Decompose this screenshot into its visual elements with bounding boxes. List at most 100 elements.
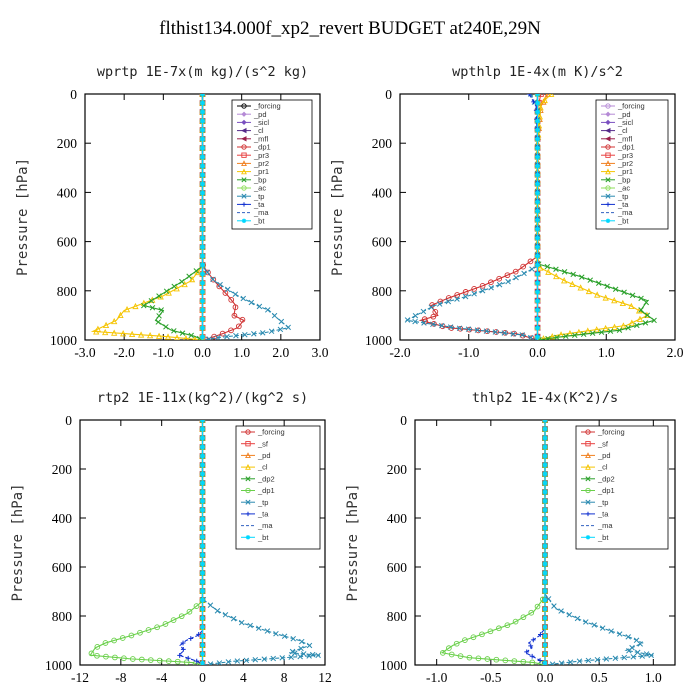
legend-marker [605,103,611,109]
data-point [446,645,452,651]
data-point [240,295,247,302]
legend-item-ta: _ta [601,200,629,209]
data-point [535,316,540,322]
data-point [102,328,109,336]
y-tick-label: 800 [52,609,73,624]
data-point [279,655,285,661]
data-point [535,154,540,160]
data-point [638,295,644,302]
y-tick-label: 600 [52,560,73,575]
data-point [188,275,196,283]
data-point [200,94,205,97]
legend-item-bt: _bt [601,216,629,225]
data-point [511,658,518,664]
data-point [445,298,452,305]
data-point [528,609,535,616]
legend-label: _pr2 [253,159,269,168]
data-point [541,96,548,104]
data-point [471,291,477,297]
legend-label: _pd [257,451,271,460]
data-point [512,268,519,275]
data-point [235,323,242,330]
legend-marker [245,429,251,435]
data-point [129,656,136,662]
legend: _forcing _sf _pd _cl _dp2 _dp1 _tp _ta _ma _bt [235,425,321,550]
x-tick-label: -2.0 [113,345,135,360]
data-point [200,199,205,205]
data-point [636,315,644,322]
legend-label: _pd [597,451,611,460]
data-point [298,645,304,652]
data-point [200,498,205,504]
data-point [504,272,511,279]
data-point [542,489,548,495]
data-point [141,302,147,309]
data-point [440,650,446,656]
data-point [587,277,594,283]
legend-item-pd: _pd [237,110,267,119]
data-point [620,322,627,329]
data-point [243,657,250,664]
legend-item-ac: _ac [237,184,266,193]
data-point [488,279,494,286]
data-point [200,253,205,259]
legend-marker [241,193,247,199]
legend-marker [605,185,611,191]
x-tick-label: -0.5 [480,670,502,685]
legend-marker [585,487,591,494]
legend-label: _dp1 [257,486,275,495]
data-point [205,269,211,276]
y-tick-label: 200 [57,136,78,151]
data-point [510,331,517,337]
legend-marker [241,177,247,183]
legend-item-dp1: _dp1 [581,486,615,495]
data-point [200,163,205,169]
data-point [264,307,271,313]
y-tick-label: 1000 [45,658,72,673]
x-tick-label: 0.0 [529,345,546,360]
data-point [542,525,548,531]
data-point [270,655,276,662]
data-point [553,266,559,272]
legend-item-forcing: _forcing [237,102,281,111]
data-point [519,332,525,338]
legend-marker [585,535,591,540]
data-point [542,597,548,603]
data-point [579,274,585,280]
data-point [298,638,305,645]
legend-label: _pr1 [617,167,633,176]
legend-label: _tp [617,192,628,201]
data-point [225,659,232,665]
data-point [200,480,205,486]
y-tick-label: 200 [372,136,393,151]
data-point [102,321,110,329]
data-point [574,615,581,622]
data-point [111,317,118,325]
data-point [183,659,190,665]
data-point [200,325,205,331]
series-line [89,420,204,665]
data-point [174,334,180,340]
data-point [222,612,229,618]
data-point [576,658,583,664]
data-point [545,335,551,340]
data-point [315,652,321,659]
legend-marker [585,463,591,470]
legend-label: _sicl [617,118,633,127]
data-point [200,597,205,603]
data-point [180,646,186,652]
legend-marker [605,111,611,117]
data-point [537,658,543,663]
legend-item-tp: _tp [601,192,628,201]
data-point [504,622,511,629]
legend-item-dp1: _dp1 [601,143,635,152]
legend-marker [605,193,611,199]
data-point [496,275,503,282]
data-point [200,235,205,241]
data-point [156,313,162,319]
data-point [271,312,278,319]
legend-label: _cl [253,126,264,135]
data-point [155,319,162,325]
data-point [535,253,540,259]
legend-label: _dp1 [617,143,635,152]
